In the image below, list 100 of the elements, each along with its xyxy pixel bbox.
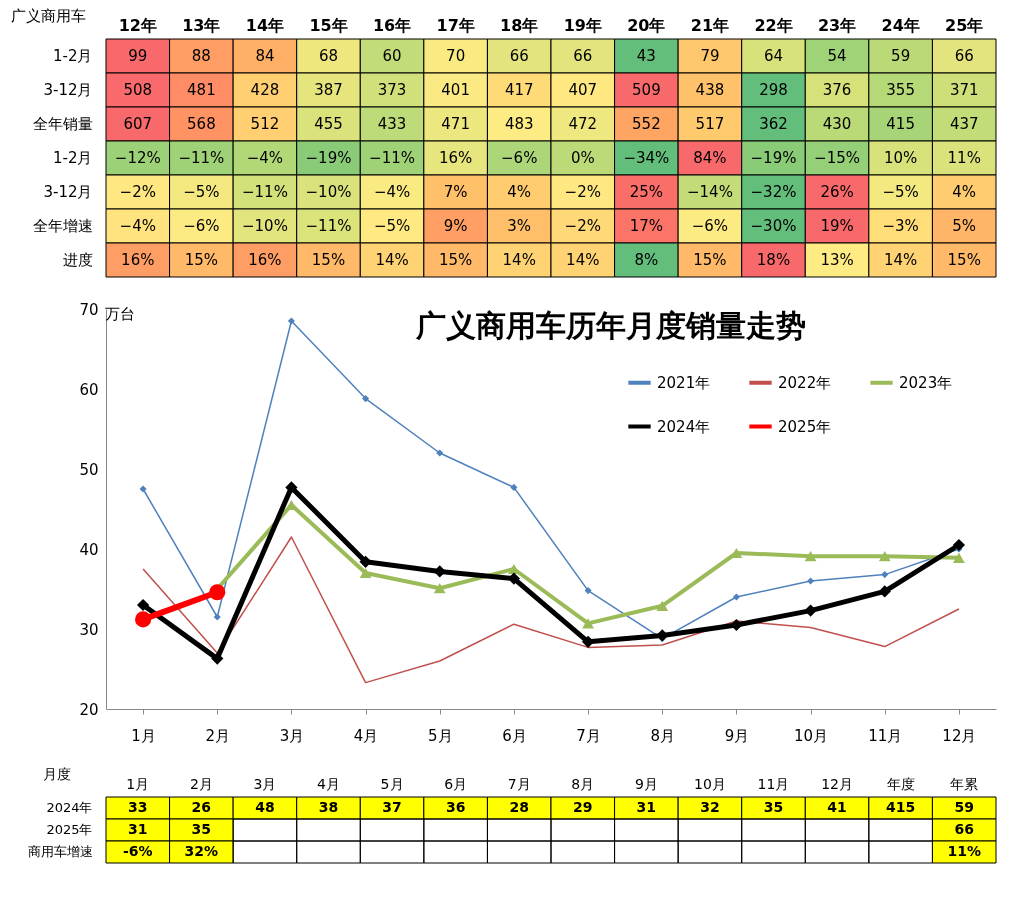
data-label: 4% xyxy=(952,183,977,201)
data-label: 415 xyxy=(886,799,916,815)
data-label: 607 xyxy=(123,115,153,133)
chart-title: 广义商用车历年月度销量走势 xyxy=(415,308,806,343)
y-axis-title: 月度 xyxy=(42,765,71,782)
data-label: 16% xyxy=(438,149,473,167)
data-label: 373 xyxy=(377,81,407,99)
data-label: 508 xyxy=(123,81,153,99)
data-label: 438 xyxy=(695,81,725,99)
x-tick-label: 12年 xyxy=(118,15,157,35)
data-label: 25% xyxy=(629,183,664,201)
data-label: 401 xyxy=(441,81,470,99)
x-tick-label: 24年 xyxy=(881,15,920,35)
x-tick-label: 19年 xyxy=(563,15,602,35)
data-label: 66 xyxy=(954,821,974,837)
data-label: 28 xyxy=(509,799,529,815)
x-tick-label: 20年 xyxy=(627,15,666,35)
legend-label: 2021年 xyxy=(657,373,711,392)
data-label: 13% xyxy=(820,251,854,269)
data-label: 26 xyxy=(191,799,212,815)
data-label: −10% xyxy=(305,183,352,201)
data-label: 472 xyxy=(568,115,598,133)
data-label: 99 xyxy=(128,47,148,65)
data-label: −11% xyxy=(305,217,352,235)
data-label: −32% xyxy=(750,183,797,201)
data-label: −2% xyxy=(119,183,156,201)
y-tick-label: 进度 xyxy=(62,251,93,269)
data-label: 32 xyxy=(700,799,720,815)
data-label: −10% xyxy=(241,217,288,235)
y-tick-label: 1-2月 xyxy=(53,149,93,167)
data-label: −19% xyxy=(750,149,797,167)
data-label: 371 xyxy=(949,81,979,99)
data-label: 552 xyxy=(632,115,661,133)
legend-label: 2025年 xyxy=(778,417,832,436)
data-label: 15% xyxy=(184,251,219,269)
x-tick-label: 3月 xyxy=(279,726,305,745)
data-label: −3% xyxy=(882,217,919,235)
data-label: 11% xyxy=(947,843,981,859)
data-label: 14% xyxy=(883,251,918,269)
data-label: 512 xyxy=(250,115,280,133)
x-tick-label: 12月 xyxy=(821,775,853,792)
data-label: 509 xyxy=(632,81,661,99)
x-tick-label: 年累 xyxy=(950,775,979,792)
data-label: -6% xyxy=(122,843,153,859)
x-tick-label: 2月 xyxy=(205,726,231,745)
data-label: 10% xyxy=(883,149,918,167)
data-label: 11% xyxy=(947,149,981,167)
data-label: 14% xyxy=(375,251,409,269)
data-label: 59 xyxy=(891,47,911,65)
data-label: −19% xyxy=(305,149,352,167)
data-label: 68 xyxy=(318,47,339,65)
data-label: −4% xyxy=(373,183,411,201)
data-label: −11% xyxy=(241,183,288,201)
data-label: 7% xyxy=(443,183,468,201)
y-tick-label: 商用车增速 xyxy=(27,844,93,859)
y-axis-title: 广义商用车 xyxy=(11,6,86,25)
data-label: 15% xyxy=(311,251,346,269)
x-tick-label: 22年 xyxy=(754,15,793,35)
data-label: −12% xyxy=(114,149,161,167)
data-label: 38 xyxy=(318,799,339,815)
data-label: 66 xyxy=(573,47,593,65)
y-tick-label: 3-12月 xyxy=(43,183,93,201)
x-tick-label: 9月 xyxy=(634,775,658,792)
data-label: 471 xyxy=(441,115,470,133)
x-tick-label: 10月 xyxy=(794,726,829,745)
data-label: −4% xyxy=(246,149,284,167)
x-tick-label: 4月 xyxy=(353,726,379,745)
data-label: 8% xyxy=(634,251,659,269)
data-label: 455 xyxy=(314,115,343,133)
data-label: −6% xyxy=(183,217,220,235)
x-tick-label: 13年 xyxy=(182,15,221,35)
x-tick-label: 11月 xyxy=(757,775,790,792)
x-tick-label: 9月 xyxy=(724,726,750,745)
data-label: 33 xyxy=(128,799,148,815)
x-tick-label: 14年 xyxy=(245,15,285,35)
y-tick-label: 70 xyxy=(79,300,99,319)
legend-label: 2022年 xyxy=(778,373,832,392)
y-tick-label: 全年增速 xyxy=(32,217,93,235)
data-label: 70 xyxy=(446,47,466,65)
y-tick-label: 3-12月 xyxy=(43,81,93,99)
data-label: 36 xyxy=(445,799,466,815)
data-label: −6% xyxy=(501,149,538,167)
legend-label: 2024年 xyxy=(657,417,711,436)
data-label: 433 xyxy=(377,115,407,133)
data-label: 88 xyxy=(191,47,211,65)
x-tick-label: 1月 xyxy=(126,775,150,792)
data-label: 32% xyxy=(184,843,219,859)
data-label: 84% xyxy=(693,149,727,167)
data-label: 16% xyxy=(248,251,282,269)
data-label: 18% xyxy=(756,251,791,269)
x-tick-label: 8月 xyxy=(650,726,676,745)
x-tick-label: 10月 xyxy=(694,775,726,792)
x-tick-label: 17年 xyxy=(436,15,475,35)
data-label: 43 xyxy=(636,47,656,65)
x-tick-label: 6月 xyxy=(444,775,468,792)
data-label: 568 xyxy=(187,115,216,133)
x-tick-label: 4月 xyxy=(317,775,340,792)
y-tick-label: 2024年 xyxy=(46,800,93,815)
data-label: 16% xyxy=(121,251,155,269)
data-label: 15% xyxy=(438,251,473,269)
